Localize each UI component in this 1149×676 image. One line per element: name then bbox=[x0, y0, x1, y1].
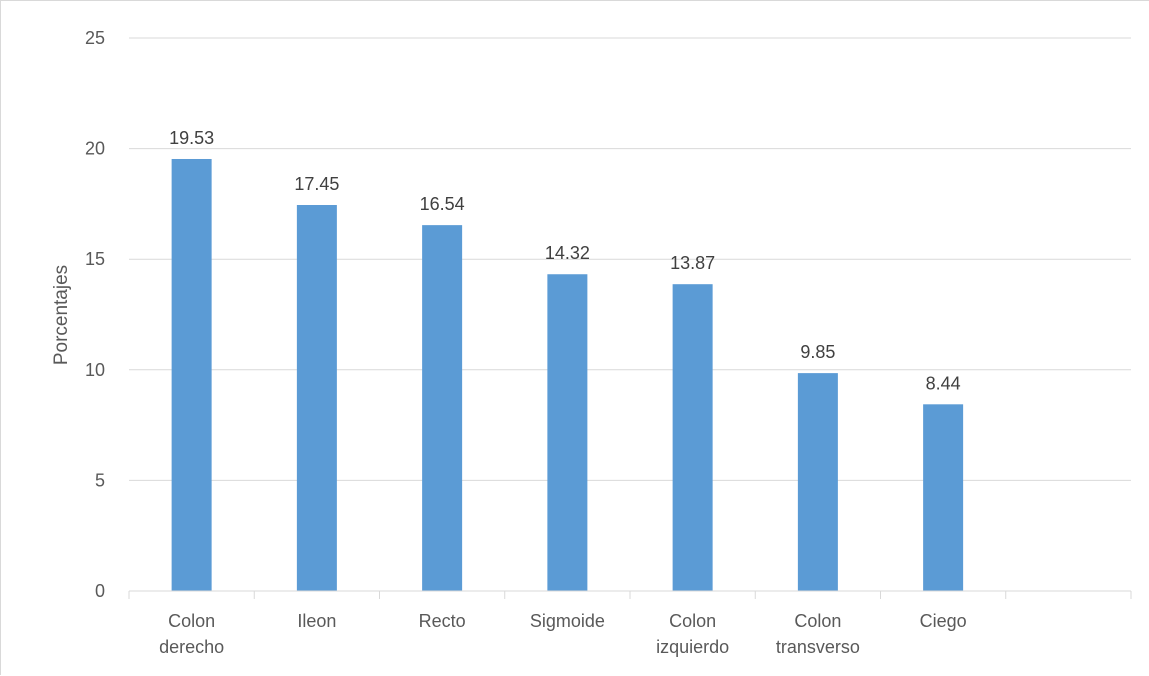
data-label: 19.53 bbox=[169, 128, 214, 148]
bar bbox=[672, 284, 713, 591]
x-tick-label: Colon izquierdo bbox=[656, 611, 729, 657]
x-tick-label: Ileon bbox=[297, 611, 336, 631]
data-label: 8.44 bbox=[926, 373, 961, 393]
y-tick-label: 10 bbox=[85, 360, 105, 380]
x-tick-label: Colon transverso bbox=[776, 611, 860, 657]
bar bbox=[797, 373, 838, 591]
y-tick-label: 5 bbox=[95, 470, 105, 490]
labels: 0 5 10 15 20 25 19.53 Colon derecho 17.45 Ileon 16.… bbox=[85, 28, 967, 657]
bar bbox=[171, 158, 212, 591]
gridlines bbox=[129, 37, 1131, 481]
bar bbox=[296, 205, 337, 592]
x-tick-label: Recto bbox=[419, 611, 466, 631]
y-axis-title: Porcentajes bbox=[51, 265, 72, 365]
bars bbox=[171, 158, 964, 592]
y-tick-label: 0 bbox=[95, 581, 105, 601]
data-label: 9.85 bbox=[800, 342, 835, 362]
data-label: 14.32 bbox=[545, 243, 590, 263]
bar bbox=[422, 225, 463, 591]
y-tick-label: 25 bbox=[85, 28, 105, 48]
data-label: 16.54 bbox=[420, 194, 465, 214]
bar bbox=[923, 404, 964, 591]
y-tick-label: 15 bbox=[85, 249, 105, 269]
data-label: 13.87 bbox=[670, 253, 715, 273]
data-label: 17.45 bbox=[294, 174, 339, 194]
x-axis bbox=[128, 590, 1132, 599]
y-tick-label: 20 bbox=[85, 139, 105, 159]
x-tick-label: Sigmoide bbox=[530, 611, 605, 631]
bar bbox=[547, 274, 588, 591]
x-tick-label: Ciego bbox=[920, 611, 967, 631]
x-tick-label: Colon derecho bbox=[159, 611, 224, 657]
